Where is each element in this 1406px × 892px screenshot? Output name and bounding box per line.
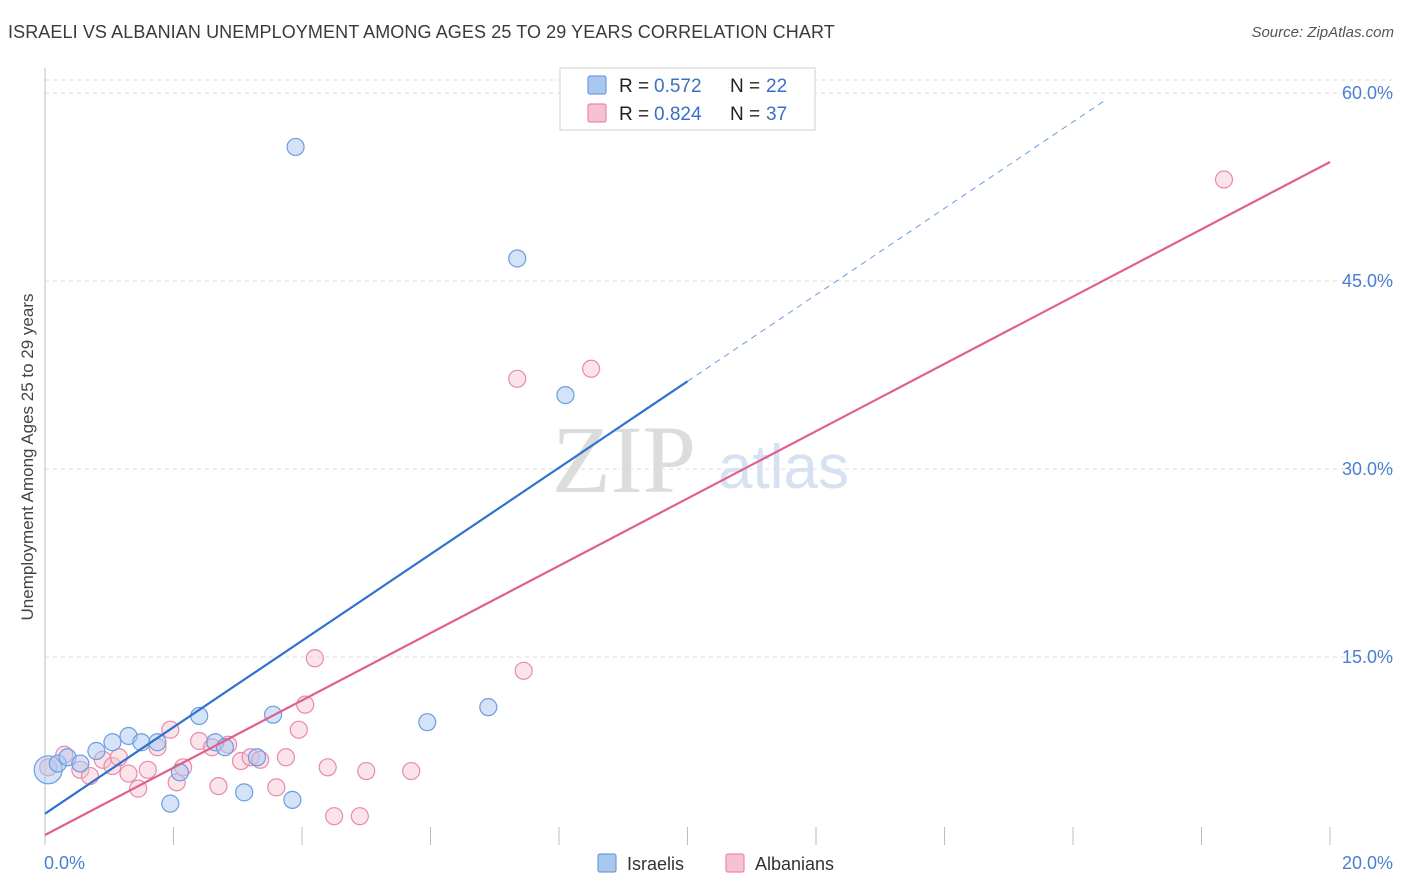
- chart-title: ISRAELI VS ALBANIAN UNEMPLOYMENT AMONG A…: [8, 22, 835, 42]
- x-tick-label-max: 20.0%: [1342, 853, 1393, 873]
- y-axis-label: Unemployment Among Ages 25 to 29 years: [18, 294, 37, 621]
- legend-top: R = 0.572 N = 22 R = 0.824 N = 37: [559, 67, 816, 131]
- grid: [45, 79, 1395, 658]
- legend-r-label-albanians: R =: [619, 104, 649, 125]
- albanians-point-30: [402, 761, 421, 781]
- x-axis-ticks: [173, 827, 1331, 845]
- albanians-point-7: [119, 764, 138, 783]
- israelis-point-9: [161, 794, 180, 813]
- albanians-point-33: [582, 359, 601, 378]
- albanians-point-32: [514, 661, 533, 680]
- watermark-zip: ZIP: [552, 406, 696, 513]
- israelis-point-21: [508, 249, 527, 268]
- albanians-point-16: [209, 776, 228, 796]
- albanians-point-27: [325, 807, 344, 826]
- israelis-point-20: [479, 698, 498, 717]
- y-tick-label-60: 60.0%: [1342, 83, 1393, 103]
- albanians-point-25: [305, 649, 324, 668]
- israelis-point-14: [235, 783, 254, 802]
- y-tick-label-30: 30.0%: [1342, 459, 1393, 479]
- israelis-point-19: [418, 713, 437, 732]
- albanians-point-29: [357, 761, 376, 781]
- trend-lines: [44, 99, 1331, 836]
- albanians-trend-line: [44, 161, 1331, 836]
- source-credit: Source: ZipAtlas.com: [1251, 24, 1394, 41]
- israelis-trend-extension: [687, 99, 1106, 382]
- israelis-point-17: [283, 790, 302, 809]
- israelis-point-15: [247, 748, 267, 767]
- israelis-point-4: [87, 741, 106, 761]
- albanians-point-9: [138, 760, 157, 779]
- israelis-point-8: [148, 733, 167, 752]
- legend-r-value-israelis: 0.572: [654, 76, 702, 97]
- albanians-point-26: [318, 758, 337, 777]
- israelis-point-5: [103, 733, 122, 752]
- israelis-point-18: [286, 137, 305, 157]
- legend-n-label-albanians: N =: [730, 104, 760, 125]
- legend-bottom: Israelis Albanians: [597, 853, 834, 874]
- y-tick-label-15: 15.0%: [1342, 647, 1393, 667]
- y-tick-labels: 15.0% 30.0% 45.0% 60.0%: [1342, 83, 1393, 667]
- legend-n-value-israelis: 22: [766, 76, 787, 97]
- legend-swatch-israelis: [587, 75, 607, 95]
- legend-r-label-israelis: R =: [619, 76, 649, 97]
- watermark-atlas: atlas: [718, 433, 849, 502]
- legend-bottom-label-israelis[interactable]: Israelis: [627, 854, 684, 874]
- albanians-point-22: [276, 748, 296, 767]
- albanians-point-23: [289, 720, 308, 739]
- legend-swatch-albanians: [587, 103, 607, 123]
- albanians-point-34: [1214, 170, 1234, 189]
- legend-r-value-albanians: 0.824: [654, 104, 702, 125]
- israelis-trend-line: [44, 380, 689, 815]
- albanians-point-28: [350, 807, 369, 826]
- y-tick-label-45: 45.0%: [1342, 271, 1393, 291]
- x-tick-label-min: 0.0%: [44, 853, 85, 873]
- legend-bottom-swatch-israelis[interactable]: [597, 853, 617, 873]
- albanians-point-21: [267, 778, 286, 797]
- albanians-point-31: [508, 369, 527, 388]
- legend-bottom-label-albanians[interactable]: Albanians: [755, 854, 834, 874]
- legend-bottom-swatch-albanians[interactable]: [725, 853, 745, 873]
- israelis-point-22: [556, 385, 575, 405]
- legend-n-label-israelis: N =: [730, 76, 760, 97]
- legend-n-value-albanians: 37: [766, 104, 787, 125]
- israelis-point-3: [71, 754, 90, 773]
